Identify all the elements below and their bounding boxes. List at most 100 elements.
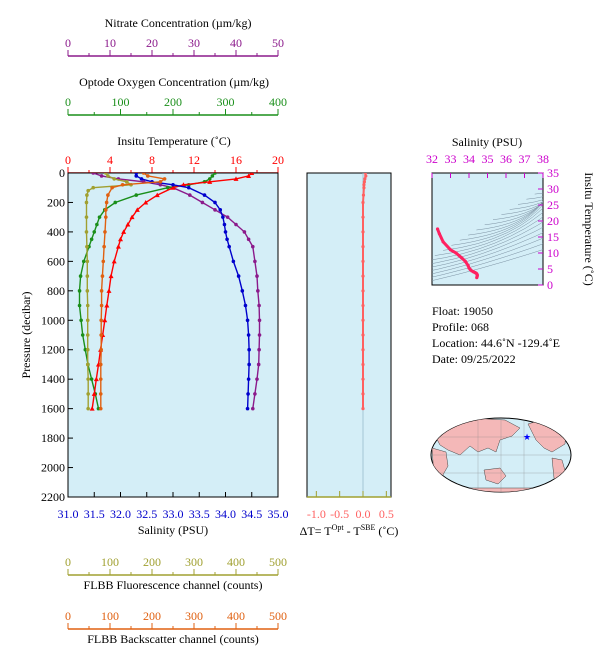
delta-axis-title: ΔT= TOpt - TSBE (˚C) (300, 523, 399, 538)
backscatter-profile-point (162, 177, 167, 181)
nitrate-profile-point (257, 303, 261, 308)
nitrate-profile-point (99, 174, 104, 178)
ts-salinity-tick-label: 38 (537, 152, 549, 166)
salinity-profile-point (245, 318, 250, 323)
delta-profile-point (361, 377, 365, 381)
oxygen-profile-point (77, 289, 82, 293)
temperature-profile-point (108, 273, 114, 279)
temperature-profile-point (170, 185, 176, 190)
salinity-profile-point (223, 230, 228, 234)
oxygen-profile-point (92, 230, 97, 234)
ts-density-contour (451, 204, 543, 246)
delta-profile-point (362, 183, 366, 187)
ts-density-contour (432, 227, 543, 268)
fluorescence-profile-point (86, 188, 90, 193)
backscatter-profile-point (98, 392, 103, 396)
temperature-profile-point (93, 376, 99, 382)
backscatter-profile-point (99, 303, 104, 308)
ts-profile-point (437, 232, 441, 236)
backscatter-profile-point (141, 173, 146, 175)
ts-density-contour (526, 196, 543, 200)
salinity-profile-point (231, 259, 236, 264)
profile-series (77, 173, 262, 411)
nitrate-profile-point (225, 215, 230, 219)
nitrate-axis-tick-label: 30 (188, 36, 200, 50)
pressure-axis-tick-label: 200 (47, 195, 65, 209)
salinity-axis-tick-label: 35.0 (268, 507, 289, 521)
oxygen-profile-point (79, 318, 83, 323)
delta-profile-point (361, 333, 365, 337)
fluorescence-profile-point (85, 347, 90, 352)
salinity-profile-point (247, 362, 251, 367)
pressure-axis-tick-label: 1600 (41, 402, 65, 416)
fluorescence-profile-point (86, 392, 90, 396)
backscatter-profile-point (104, 208, 108, 212)
temperature-profile-point (233, 176, 239, 181)
fluorescence-profile-point (85, 289, 90, 293)
temperature-profile-point (91, 391, 97, 396)
oxygen-profile-point (95, 222, 99, 227)
ts-plot-area (431, 172, 544, 286)
pressure-axis-tick-label: 600 (47, 254, 65, 268)
backscatter-axis-title: FLBB Backscatter channel (counts) (87, 632, 259, 646)
salinity-axis-tick-label: 31.0 (58, 507, 79, 521)
salinity-axis: 31.0 31.5 32.0 32.5 33.0 33.5 34.0 34.5 35.0 (58, 492, 289, 521)
temperature-profile-point (111, 258, 117, 264)
backscatter-axis-tick-label: 300 (185, 609, 203, 623)
fluorescence-profile-point (112, 177, 116, 181)
salinity-profile-point (245, 406, 250, 411)
delta-profile-point (362, 180, 366, 184)
ts-profile-point (466, 263, 470, 268)
fluorescence-axis-tick-label: 200 (143, 555, 161, 569)
oxygen-profile-point (207, 177, 212, 181)
backscatter-profile-point (110, 185, 114, 190)
ts-temperature-tick-label: 10 (547, 246, 559, 260)
temperature-profile-point (89, 406, 95, 411)
fluorescence-profile-point (106, 174, 110, 178)
fluorescence-axis-title: FLBB Fluorescence channel (counts) (84, 578, 263, 592)
salinity-profile-point (213, 200, 217, 205)
ts-density-contour (459, 201, 543, 241)
salinity-profile-point (243, 303, 248, 308)
nitrate-profile-point (256, 289, 260, 293)
nitrate-profile-point (213, 208, 217, 212)
ts-profile-point (441, 240, 445, 244)
fluorescence-axis-tick-label: 0 (65, 555, 71, 569)
ts-profile-point (460, 256, 464, 260)
delta-profile-point (361, 274, 365, 278)
temperature-axis-tick-label: 20 (272, 153, 284, 167)
nitrate-axis-title: Nitrate Concentration (µm/kg) (105, 16, 252, 30)
salinity-profile-point (134, 173, 139, 175)
temperature-profile-point (154, 192, 160, 198)
delta-profile-point (361, 215, 365, 219)
ts-density-contour (443, 207, 543, 251)
delta-profile-point (361, 230, 365, 234)
temperature-profile-point (115, 244, 121, 249)
ts-density-contour (509, 201, 543, 210)
ts-density-contour (432, 221, 543, 264)
antarctica-landmass (439, 487, 561, 492)
temperature-axis-tick-label: 0 (65, 153, 71, 167)
oxygen-axis-tick-label: 100 (112, 95, 130, 109)
oxygen-profile-point (113, 200, 118, 205)
nitrate-profile-point (200, 200, 205, 205)
fluorescence-axis-tick-label: 400 (227, 555, 245, 569)
temperature-profile-point (102, 317, 108, 323)
oxygen-profile-point (165, 185, 170, 190)
delta-profile-point (362, 186, 366, 190)
pressure-axis-tick-label: 800 (47, 284, 65, 298)
delta-profile-point (361, 407, 365, 411)
ts-temperature-tick-label: 0 (547, 278, 553, 292)
delta-profile-point (361, 348, 365, 352)
salinity-profile-point (218, 208, 223, 212)
fluorescence-axis-tick-label: 300 (185, 555, 203, 569)
world-map: ★ (430, 417, 572, 493)
nitrate-axis-tick-label: 40 (230, 36, 242, 50)
ts-density-contour (432, 216, 543, 261)
nitrate-axis: 0 10 20 30 40 50 (65, 36, 284, 57)
backscatter-profile-point (98, 406, 103, 411)
pressure-axis-tick-label: 2000 (41, 461, 65, 475)
oxygen-profile-point (77, 303, 82, 308)
temperature-axis-tick-label: 4 (107, 153, 113, 167)
